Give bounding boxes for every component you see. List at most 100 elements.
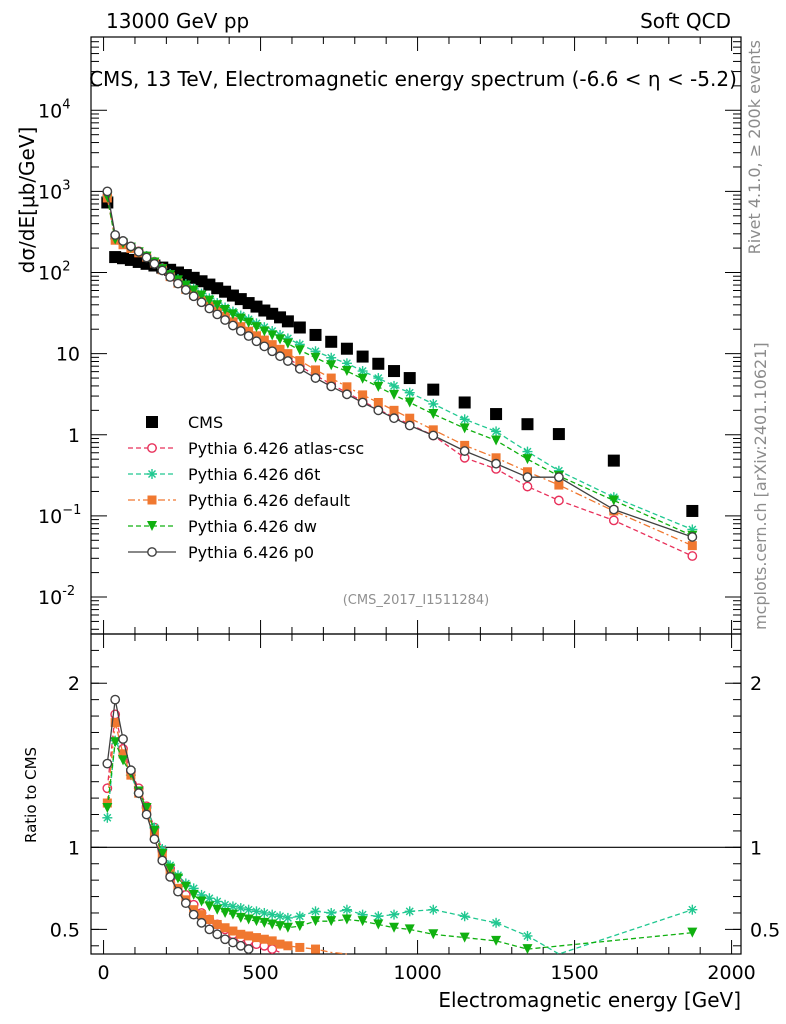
data-point-pythia-6-426-dw [235,313,246,324]
data-point-pythia-6-426-dw [259,326,270,337]
main-y-tick-label: 1 [68,425,80,447]
ratio-y-tick-label: 0.5 [50,919,80,941]
data-point-cms [388,365,401,378]
data-point-pythia-6-426-dw [522,454,533,465]
data-point-pythia-6-426-default [389,405,399,415]
x-tick-label: 0 [98,962,110,984]
data-point-pythia-6-426-default [554,480,564,490]
ratio-point-pythia-6-426-d6t [404,906,415,917]
data-point-cms [372,357,385,370]
data-point-cms [458,396,471,409]
legend-marker-pythia-6-426-default [147,495,157,505]
data-point-pythia-6-426-dw [227,309,238,320]
ratio-point-pythia-6-426-p0 [204,924,215,935]
ratio-point-pythia-6-426-default [228,926,238,936]
ratio-point-pythia-6-426-default [118,749,128,759]
data-point-pythia-6-426-p0 [608,504,619,515]
data-point-pythia-6-426-p0 [228,320,238,331]
data-point-pythia-6-426-p0 [553,472,564,483]
ratio-point-pythia-6-426-dw [196,896,207,907]
ratio-point-pythia-6-426-dw [220,907,231,918]
ratio-point-pythia-6-426-dw [141,802,152,813]
data-point-pythia-6-426-dw [459,423,470,434]
ratio-y-tick-label: 2 [68,673,80,695]
main-y-tick-label: 10 [56,344,80,366]
data-point-pythia-6-426-default [283,349,293,359]
ratio-y-tick-label-right: 1 [750,837,762,859]
data-point-pythia-6-426-default [491,453,501,463]
data-point-pythia-6-426-p0 [687,532,698,542]
legend-label-pythia-6-426-d6t: Pythia 6.426 d6t [188,465,320,484]
ratio-point-pythia-6-426-d6t [341,904,352,915]
data-point-pythia-6-426-default [295,356,305,366]
data-point-cms [521,418,534,431]
ratio-point-pythia-6-426-p0 [149,834,160,845]
data-point-cms [552,428,565,441]
ratio-point-pythia-6-426-dw [149,825,160,836]
legend-label-pythia-6-426-dw: Pythia 6.426 dw [188,517,317,536]
data-point-pythia-6-426-p0 [220,315,230,325]
analysis-id-label: (CMS_2017_I1511284) [343,593,490,608]
data-point-pythia-6-426-p0 [102,186,113,197]
data-point-pythia-6-426-atlas-csc [687,551,698,561]
data-point-cms [490,408,503,421]
ratio-point-pythia-6-426-dw [687,927,698,938]
ratio-point-pythia-6-426-p0 [102,758,113,769]
data-point-pythia-6-426-p0 [259,341,270,352]
data-point-pythia-6-426-atlas-csc [553,495,564,506]
data-point-pythia-6-426-dw [294,345,305,356]
data-point-pythia-6-426-p0 [251,336,262,347]
ratio-point-pythia-6-426-dw [275,921,286,932]
legend-label-pythia-6-426-default: Pythia 6.426 default [188,491,350,510]
ratio-point-pythia-6-426-d6t [275,911,286,922]
data-point-pythia-6-426-p0 [243,331,254,341]
ratio-point-pythia-6-426-default [275,939,285,949]
ratio-point-pythia-6-426-default [236,929,246,939]
data-point-pythia-6-426-default [687,541,697,551]
data-point-pythia-6-426-p0 [275,351,285,362]
ratio-axis-ticks: 0.5 0.5 1 1 2 2 [50,649,780,947]
main-axis-ticks: 10-2 10−1 1 10 102 103 104 0 500 1000 1500 2000 [38,36,756,984]
ratio-point-pythia-6-426-d6t [251,906,262,917]
main-y-tick-label: 104 [38,97,70,122]
ratio-point-pythia-6-426-dw [294,921,305,932]
ratio-point-pythia-6-426-dw [310,916,321,927]
data-point-pythia-6-426-d6t [373,373,384,384]
data-point-pythia-6-426-p0 [133,246,144,257]
data-point-pythia-6-426-p0 [294,363,305,374]
ratio-point-pythia-6-426-p0 [220,934,230,945]
data-point-pythia-6-426-default [275,344,285,354]
ratio-point-pythia-6-426-dw [373,919,384,930]
data-point-pythia-6-426-dw [608,495,619,506]
data-point-cms [427,383,440,396]
ratio-y-tick-label-right: 2 [750,673,762,695]
data-point-pythia-6-426-default [326,373,336,383]
data-point-cms [686,504,699,517]
x-tick-label: 500 [242,962,278,984]
data-point-pythia-6-426-dw [326,360,337,371]
ratio-point-pythia-6-426-dw [165,863,176,874]
data-point-cms [109,251,122,264]
ratio-point-pythia-6-426-d6t [267,909,278,920]
ratio-point-pythia-6-426-d6t [459,911,470,922]
data-point-pythia-6-426-dw [373,381,384,392]
ratio-point-pythia-6-426-p0 [133,788,144,799]
data-point-pythia-6-426-default [311,365,321,375]
series-line-pythia-6-426-p0 [106,191,693,538]
ratio-point-pythia-6-426-default [204,915,214,925]
ratio-point-pythia-6-426-default [244,931,254,941]
x-tick-label: 1500 [550,962,598,984]
data-point-pythia-6-426-default [267,340,277,350]
legend-marker-pythia-6-426-d6t [147,469,157,479]
ratio-point-pythia-6-426-p0 [243,944,254,954]
data-point-pythia-6-426-p0 [110,230,121,240]
ratio-y-tick-label: 1 [68,837,80,859]
legend-label-pythia-6-426-p0: Pythia 6.426 p0 [188,543,314,562]
data-point-pythia-6-426-atlas-csc [608,515,619,526]
data-point-pythia-6-426-d6t [459,414,470,425]
data-point-pythia-6-426-d6t [491,426,502,437]
ratio-line-pythia-6-426-default [106,722,347,955]
data-point-pythia-6-426-default [405,413,415,423]
data-point-pythia-6-426-p0 [267,346,278,357]
